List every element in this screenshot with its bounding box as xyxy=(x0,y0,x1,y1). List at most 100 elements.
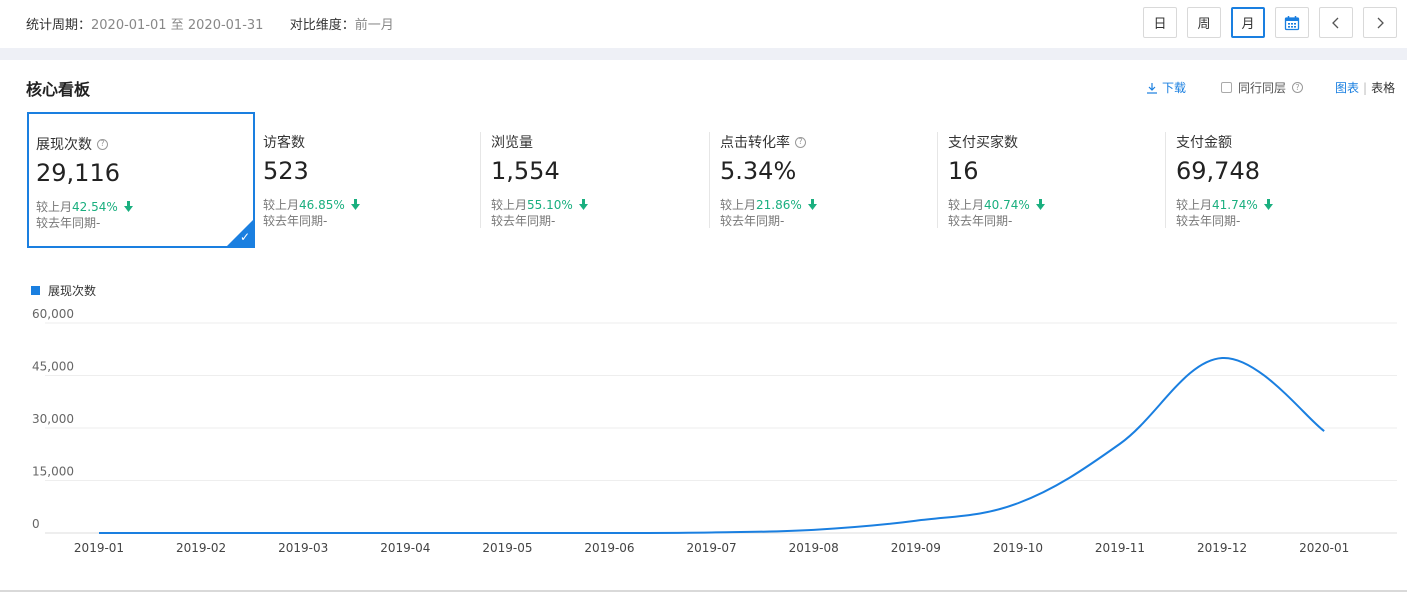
y-tick-label: 60,000 xyxy=(32,307,74,321)
trend-chart: 0 15,000 30,000 45,000 60,000 2019-01 2019-02 2… xyxy=(32,307,1397,555)
compare-prefix: 较上月 xyxy=(720,198,757,212)
compare-prefix: 较上月 xyxy=(948,198,985,212)
metric-card[interactable]: 浏览量 1,554 较上月 55.10% 较去年同期- xyxy=(480,112,712,248)
x-tick-label: 2019-10 xyxy=(993,541,1043,555)
arrow-down-icon xyxy=(1263,199,1273,210)
x-tick-label: 2019-09 xyxy=(891,541,941,555)
compare-percent: 21.86% xyxy=(756,197,802,212)
view-chart-tab[interactable]: 图表 xyxy=(1335,81,1360,95)
x-tick-label: 2019-06 xyxy=(584,541,634,555)
view-separator: | xyxy=(1363,80,1368,95)
arrow-down-icon xyxy=(578,199,588,210)
metric-compare: 较上月 41.74% xyxy=(1176,196,1273,213)
day-button[interactable]: 日 xyxy=(1143,7,1177,38)
chart-legend: 展现次数 xyxy=(31,282,96,299)
next-button[interactable] xyxy=(1363,7,1397,38)
metric-yoy: 较去年同期- xyxy=(263,214,328,228)
x-tick-label: 2019-02 xyxy=(176,541,226,555)
x-tick-label: 2019-07 xyxy=(687,541,737,555)
metric-value: 16 xyxy=(948,157,979,185)
period-end: 2020-01-31 xyxy=(187,18,264,33)
metric-label: 支付买家数 xyxy=(948,132,1018,152)
card-divider xyxy=(709,132,710,228)
period-to: 至 xyxy=(170,18,184,33)
section-separator xyxy=(0,48,1407,60)
metric-label-text: 支付买家数 xyxy=(948,135,1018,151)
calendar-icon xyxy=(1284,15,1300,30)
x-tick-label: 2019-05 xyxy=(482,541,532,555)
download-label: 下载 xyxy=(1162,81,1187,95)
period-start: 2020-01-01 xyxy=(91,18,167,33)
series-line xyxy=(99,356,1325,534)
arrow-down-icon xyxy=(123,201,133,212)
metric-card[interactable]: 支付金额 69,748 较上月 41.74% 较去年同期- xyxy=(1165,112,1397,248)
x-tick-label: 2019-04 xyxy=(380,541,430,555)
compare-label: 对比维度： xyxy=(289,18,355,33)
view-toggle: 图表 | 表格 xyxy=(1335,79,1395,96)
card-divider xyxy=(1165,132,1166,228)
metric-yoy: 较去年同期- xyxy=(948,214,1013,228)
metric-card[interactable]: 支付买家数 16 较上月 40.74% 较去年同期- xyxy=(937,112,1169,248)
metric-card[interactable]: 访客数 523 较上月 46.85% 较去年同期- xyxy=(256,112,484,248)
metric-compare: 较上月 21.86% xyxy=(720,196,817,213)
metric-yoy: 较去年同期- xyxy=(36,216,101,230)
period-label: 统计周期： xyxy=(26,18,92,33)
metric-label: 访客数 xyxy=(263,132,305,152)
panel-title: 核心看板 xyxy=(26,80,91,99)
compare-percent: 40.74% xyxy=(984,197,1030,212)
compare-value: 前一月 xyxy=(354,18,394,33)
compare-percent: 55.10% xyxy=(527,197,573,212)
metric-value: 523 xyxy=(263,157,309,185)
arrow-down-icon xyxy=(1035,199,1045,210)
metric-value: 29,116 xyxy=(36,159,120,187)
x-tick-label: 2019-03 xyxy=(278,541,328,555)
metric-label: 支付金额 xyxy=(1176,132,1232,152)
view-table-tab[interactable]: 表格 xyxy=(1371,81,1396,95)
metric-card[interactable]: 点击转化率? 5.34% 较上月 21.86% 较去年同期- xyxy=(709,112,941,248)
compare-percent: 46.85% xyxy=(299,197,345,212)
metric-label-text: 展现次数 xyxy=(36,137,92,153)
metric-compare: 较上月 46.85% xyxy=(263,196,360,213)
compare-prefix: 较上月 xyxy=(263,198,300,212)
metric-yoy: 较去年同期- xyxy=(720,214,785,228)
legend-swatch xyxy=(31,286,40,295)
peer-toggle[interactable]: 同行同层 ? xyxy=(1221,79,1304,96)
y-tick-label: 30,000 xyxy=(32,412,74,426)
arrow-down-icon xyxy=(350,199,360,210)
x-tick-label: 2019-11 xyxy=(1095,541,1145,555)
calendar-button[interactable] xyxy=(1275,7,1309,38)
metric-compare: 较上月 40.74% xyxy=(948,196,1045,213)
bottom-border xyxy=(0,590,1407,592)
metric-card[interactable]: 展现次数? 29,116 较上月 42.54% 较去年同期- ✓ xyxy=(27,112,255,248)
x-tick-label: 2020-01 xyxy=(1299,541,1349,555)
metric-label-text: 访客数 xyxy=(263,135,305,151)
arrow-down-icon xyxy=(807,199,817,210)
compare-prefix: 较上月 xyxy=(491,198,528,212)
prev-button[interactable] xyxy=(1319,7,1353,38)
metric-yoy: 较去年同期- xyxy=(1176,214,1241,228)
top-bar: 统计周期：2020-01-01 至 2020-01-31 对比维度：前一月 日 … xyxy=(0,0,1407,48)
card-divider xyxy=(480,132,481,228)
metric-label-text: 点击转化率 xyxy=(720,135,790,151)
metric-value: 5.34% xyxy=(720,157,797,185)
metric-compare: 较上月 55.10% xyxy=(491,196,588,213)
week-button[interactable]: 周 xyxy=(1187,7,1221,38)
compare-prefix: 较上月 xyxy=(36,200,73,214)
download-icon xyxy=(1147,82,1157,94)
month-button[interactable]: 月 xyxy=(1231,7,1265,38)
download-button[interactable]: 下载 xyxy=(1146,79,1186,96)
card-divider xyxy=(937,132,938,228)
metric-value: 1,554 xyxy=(491,157,560,185)
legend-label: 展现次数 xyxy=(48,284,97,298)
metric-label: 展现次数? xyxy=(36,134,108,154)
compare-prefix: 较上月 xyxy=(1176,198,1213,212)
peer-checkbox[interactable] xyxy=(1221,82,1232,93)
help-icon: ? xyxy=(1292,82,1304,93)
help-icon: ? xyxy=(97,138,108,150)
metric-label-text: 浏览量 xyxy=(491,135,533,151)
help-icon: ? xyxy=(795,136,806,148)
y-tick-label: 0 xyxy=(32,517,40,531)
metric-compare: 较上月 42.54% xyxy=(36,198,133,215)
y-tick-label: 15,000 xyxy=(32,465,74,479)
peer-label: 同行同层 xyxy=(1238,81,1287,95)
